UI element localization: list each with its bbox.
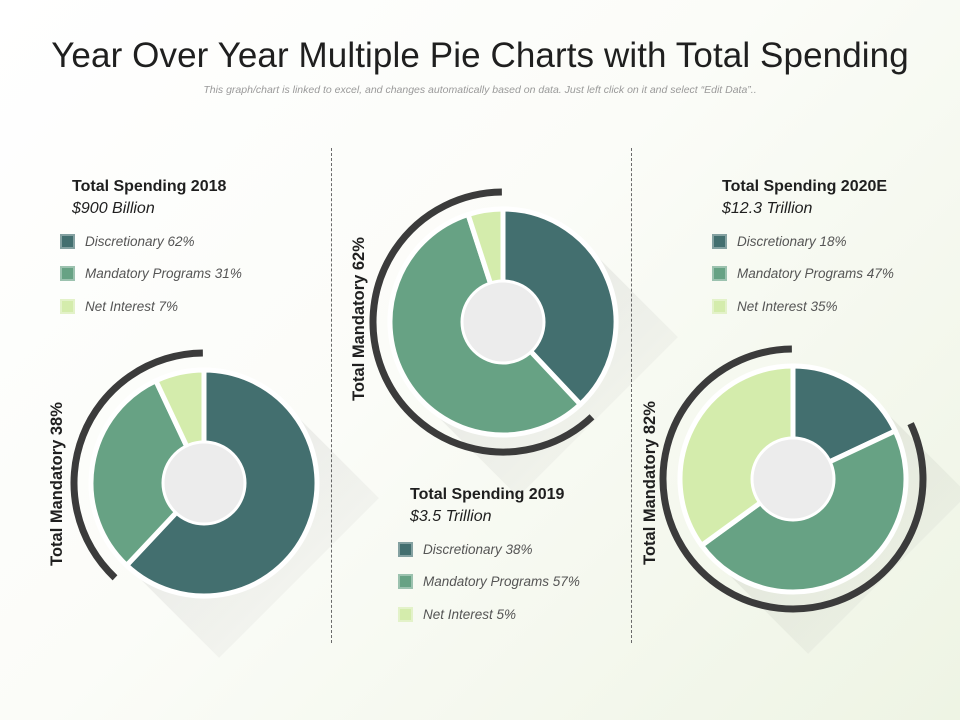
legend-item: Net Interest 35% (712, 296, 894, 316)
legend-item: Net Interest 5% (398, 604, 580, 624)
legend-swatch (398, 574, 413, 589)
legend-label: Net Interest 5% (423, 606, 517, 622)
legend-swatch (60, 266, 75, 281)
legend-item: Net Interest 7% (60, 296, 242, 316)
legend: Discretionary 62% Mandatory Programs 31%… (60, 231, 242, 316)
panel-heading: Total Spending 2019 (410, 486, 565, 503)
total-mandatory-arc (369, 188, 595, 456)
legend-swatch (60, 298, 75, 314)
legend-swatch (712, 266, 727, 281)
side-label-2020e: Total Mandatory 82% (641, 401, 659, 565)
pie-slice-discretionary (500, 206, 619, 407)
legend-label: Net Interest 35% (737, 298, 838, 314)
legend-swatch (398, 541, 413, 557)
side-label-2019: Total Mandatory 62% (350, 237, 368, 401)
legend-label: Net Interest 7% (85, 298, 179, 314)
panel-2020e-info: Total Spending 2020E $12.3 Trillion Disc… (712, 178, 894, 329)
donut-hole (460, 279, 546, 365)
pie-slice-net-interest (677, 363, 796, 548)
dashed-divider (331, 148, 332, 643)
donut-hole (161, 440, 247, 526)
legend-swatch (60, 233, 75, 249)
legend-label: Discretionary 38% (423, 541, 533, 557)
legend-item: Discretionary 62% (60, 231, 242, 251)
legend-swatch (398, 606, 413, 622)
legend-label: Mandatory Programs 47% (737, 266, 894, 281)
panel-2019-info: Total Spending 2019 $3.5 Trillion Discre… (398, 486, 580, 637)
total-mandatory-arc (70, 349, 203, 581)
legend-swatch (712, 298, 727, 314)
panel-amount: $12.3 Trillion (722, 200, 813, 217)
panel-2018-info: Total Spending 2018 $900 Billion Discret… (60, 178, 242, 329)
legend-item: Discretionary 38% (398, 539, 580, 559)
page-subtitle: This graph/chart is linked to excel, and… (203, 84, 757, 96)
legend-label: Mandatory Programs 57% (423, 574, 580, 589)
pie-chart-2020e (659, 345, 960, 654)
legend-label: Discretionary 18% (737, 233, 847, 249)
donut-hole (750, 436, 836, 522)
pie-chart-2018 (70, 349, 379, 658)
page-title: Year Over Year Multiple Pie Charts with … (51, 36, 909, 75)
legend-label: Discretionary 62% (85, 233, 195, 249)
legend: Discretionary 38% Mandatory Programs 57%… (398, 539, 580, 624)
panel-heading: Total Spending 2018 (72, 178, 227, 195)
panel-amount: $3.5 Trillion (410, 508, 492, 525)
legend-item: Mandatory Programs 47% (712, 264, 894, 284)
panel-amount: $900 Billion (72, 200, 155, 217)
pie-chart-2019 (369, 188, 678, 497)
legend-label: Mandatory Programs 31% (85, 266, 242, 281)
side-label-2018: Total Mandatory 38% (48, 402, 66, 566)
legend-item: Mandatory Programs 31% (60, 264, 242, 284)
legend-item: Mandatory Programs 57% (398, 572, 580, 592)
legend-item: Discretionary 18% (712, 231, 894, 251)
total-mandatory-arc (659, 345, 927, 613)
legend: Discretionary 18% Mandatory Programs 47%… (712, 231, 894, 316)
panel-heading: Total Spending 2020E (722, 178, 888, 195)
dashed-divider (631, 148, 632, 643)
legend-swatch (712, 233, 727, 249)
